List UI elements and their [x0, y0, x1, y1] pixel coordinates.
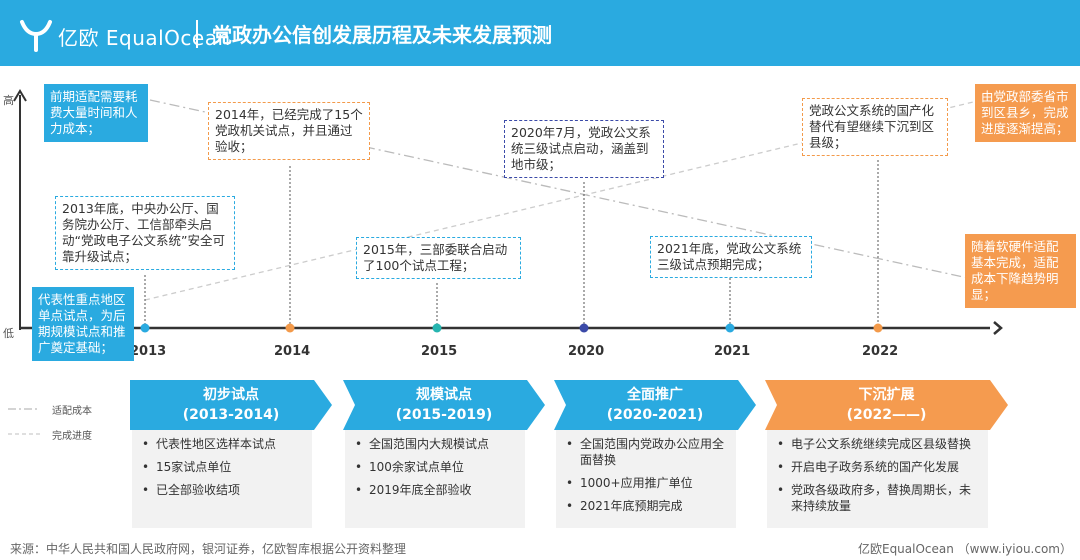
note-2014: 2014年，已经完成了15个党政机关试点，并且通过验收； — [208, 102, 370, 160]
axis-high-label: 高 — [3, 94, 14, 107]
vertical-axis-arrow — [13, 89, 27, 102]
phase-range: (2013-2014) — [182, 407, 280, 423]
note-2021: 2021年底，党政公文系统三级试点预期完成； — [650, 236, 812, 278]
phase-list-item: 100余家试点单位 — [355, 459, 515, 475]
note-2015: 2015年，三部委联合启动了100个试点工程； — [356, 237, 521, 279]
phase-range: (2022——) — [846, 407, 927, 423]
phase-banner: 全面推广 (2020-2021) — [554, 380, 756, 430]
page-title: 党政办公信创发展历程及未来发展预测 — [212, 23, 552, 47]
phase-name: 全面推广 — [627, 387, 683, 403]
legend-cost-label: 适配成本 — [52, 406, 92, 417]
timeline-dot-2022 — [873, 323, 883, 333]
phase-panel: 全国范围内党政办公应用全面替换 1000+应用推广单位 2021年底预期完成 — [556, 430, 736, 528]
phase-range: (2015-2019) — [395, 407, 493, 423]
phase-panel: 代表性地区选样本试点 15家试点单位已全部验收结项 — [132, 430, 312, 528]
header-bar: 亿欧 EqualOcean 党政办公信创发展历程及未来发展预测 — [0, 0, 1080, 66]
phase-list-item: 15家试点单位 — [142, 459, 302, 475]
phase-banner: 规模试点 (2015-2019) — [343, 380, 545, 430]
phase-list-item: 代表性地区选样本试点 — [142, 436, 302, 452]
phase-list-item: 党政各级政府多，替换周期长，未来持续放量 — [777, 482, 978, 514]
year-2013: 2013 — [130, 344, 167, 359]
phase-panel: 全国范围内大规模试点 100余家试点单位 2019年底全部验收 — [345, 430, 525, 528]
phase-panel: 电子公文系统继续完成区县级替换开启电子政务系统的国产化发展党政各级政府多，替换周… — [767, 430, 988, 528]
note-2022: 党政公文系统的国产化替代有望继续下沉到区县级； — [802, 98, 948, 156]
year-2022: 2022 — [862, 344, 899, 359]
timeline-dot-2013 — [140, 323, 150, 333]
callout-progress-rise: 由党政部委省市到区县乡，完成进度逐渐提高； — [975, 84, 1076, 142]
phase-banner: 下沉扩展 (2022——) — [765, 380, 1008, 430]
phase-list: 全国范围内大规模试点 100余家试点单位 2019年底全部验收 — [355, 436, 515, 498]
year-2014: 2014 — [274, 344, 311, 359]
phase-list-item: 全国范围内大规模试点 — [355, 436, 515, 452]
credit-note: 亿欧EqualOcean （www.iyiou.com） — [857, 542, 1072, 556]
timeline-dot-2020 — [579, 323, 589, 333]
phase-list-item: 1000+应用推广单位 — [566, 475, 726, 491]
timeline-axis-arrow — [993, 321, 1003, 335]
header-divider — [196, 20, 198, 48]
phase-list-item: 电子公文系统继续完成区县级替换 — [777, 436, 978, 452]
note-2013: 2013年底，中央办公厅、国务院办公厅、工信部牵头启动“党政电子公文系统”安全可… — [55, 196, 235, 270]
source-note: 来源：中华人民共和国人民政府网，银河证券，亿欧智库根据公开资料整理 — [10, 542, 407, 556]
legend-progress-label: 完成进度 — [52, 431, 92, 442]
phase-name: 下沉扩展 — [858, 387, 915, 403]
year-2020: 2020 — [568, 344, 605, 359]
timeline-dot-2014 — [285, 323, 295, 333]
callout-pilot-foundation: 代表性重点地区单点试点，为后期规模试点和推广奠定基础； — [32, 287, 134, 361]
phase-range: (2020-2021) — [606, 407, 704, 423]
phase-name: 初步试点 — [203, 387, 259, 403]
timeline-dot-2021 — [725, 323, 735, 333]
phase-list-item: 开启电子政务系统的国产化发展 — [777, 459, 978, 475]
year-2021: 2021 — [714, 344, 751, 359]
year-2015: 2015 — [421, 344, 458, 359]
axis-low-label: 低 — [3, 327, 14, 340]
callout-cost-decline: 随着软硬件适配基本完成，适配成本下降趋势明显； — [965, 234, 1076, 308]
phase-list: 代表性地区选样本试点 15家试点单位已全部验收结项 — [142, 436, 302, 498]
brand-name: 亿欧 EqualOcean — [58, 26, 231, 50]
phase-banner: 初步试点 (2013-2014) — [130, 380, 332, 430]
phase-name: 规模试点 — [416, 387, 472, 403]
callout-early-cost: 前期适配需要耗费大量时间和人力成本； — [44, 84, 148, 142]
phase-list: 电子公文系统继续完成区县级替换开启电子政务系统的国产化发展党政各级政府多，替换周… — [777, 436, 978, 514]
phase-list-item: 全国范围内党政办公应用全面替换 — [566, 436, 726, 468]
timeline-dot-2015 — [432, 323, 442, 333]
phase-list-item: 已全部验收结项 — [142, 482, 302, 498]
phase-list-item: 2021年底预期完成 — [566, 498, 726, 514]
phase-list-item: 2019年底全部验收 — [355, 482, 515, 498]
note-2020: 2020年7月，党政公文系统三级试点启动，涵盖到地市级； — [504, 120, 664, 178]
phase-list: 全国范围内党政办公应用全面替换 1000+应用推广单位 2021年底预期完成 — [566, 436, 726, 514]
equalocean-logo-icon — [20, 20, 52, 52]
